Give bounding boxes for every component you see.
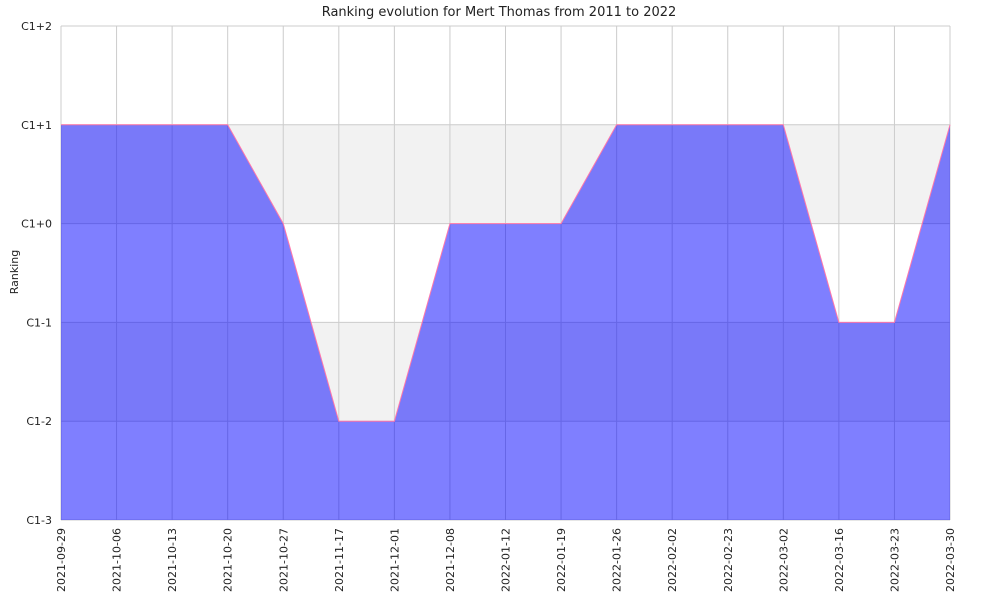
y-axis-label: Ranking <box>8 250 21 295</box>
x-tick-label: 2022-03-16 <box>833 528 846 592</box>
x-tick-labels: 2021-09-29 2021-10-06 2021-10-13 2021-10-20… <box>55 528 957 592</box>
x-tick-label: 2022-01-26 <box>611 528 624 592</box>
x-tick-label: 2021-11-17 <box>333 528 346 592</box>
series-line <box>61 124 951 422</box>
y-tick-label: C1-2 <box>26 415 52 428</box>
x-tick-label: 2021-10-13 <box>166 528 179 592</box>
area-series <box>61 124 951 521</box>
y-tick-label: C1+0 <box>21 218 52 231</box>
x-tick-label: 2022-02-23 <box>722 528 735 592</box>
y-tick-labels: C1-3 C1-2 C1-1 C1+0 C1+1 C1+2 <box>21 20 52 527</box>
x-tick-label: 2021-10-06 <box>111 528 124 592</box>
x-tick-label: 2022-01-12 <box>500 528 513 592</box>
x-tick-label: 2021-10-20 <box>222 528 235 592</box>
x-tick-label: 2022-03-30 <box>944 528 957 592</box>
x-tick-label: 2022-03-02 <box>777 528 790 592</box>
x-tick-label: 2021-12-01 <box>388 528 401 592</box>
y-tick-label: C1-3 <box>26 514 52 527</box>
x-tick-label: 2022-01-19 <box>555 528 568 592</box>
chart-title: Ranking evolution for Mert Thomas from 2… <box>322 5 677 20</box>
x-tick-label: 2021-12-08 <box>444 528 457 592</box>
x-tick-label: 2021-10-27 <box>277 528 290 592</box>
x-tick-label: 2022-02-02 <box>666 528 679 592</box>
x-tick-label: 2022-03-23 <box>888 528 901 592</box>
y-tick-label: C1+1 <box>21 119 52 132</box>
y-tick-label: C1-1 <box>26 316 52 329</box>
x-tick-label: 2021-09-29 <box>55 528 68 592</box>
y-tick-label: C1+2 <box>21 20 52 33</box>
